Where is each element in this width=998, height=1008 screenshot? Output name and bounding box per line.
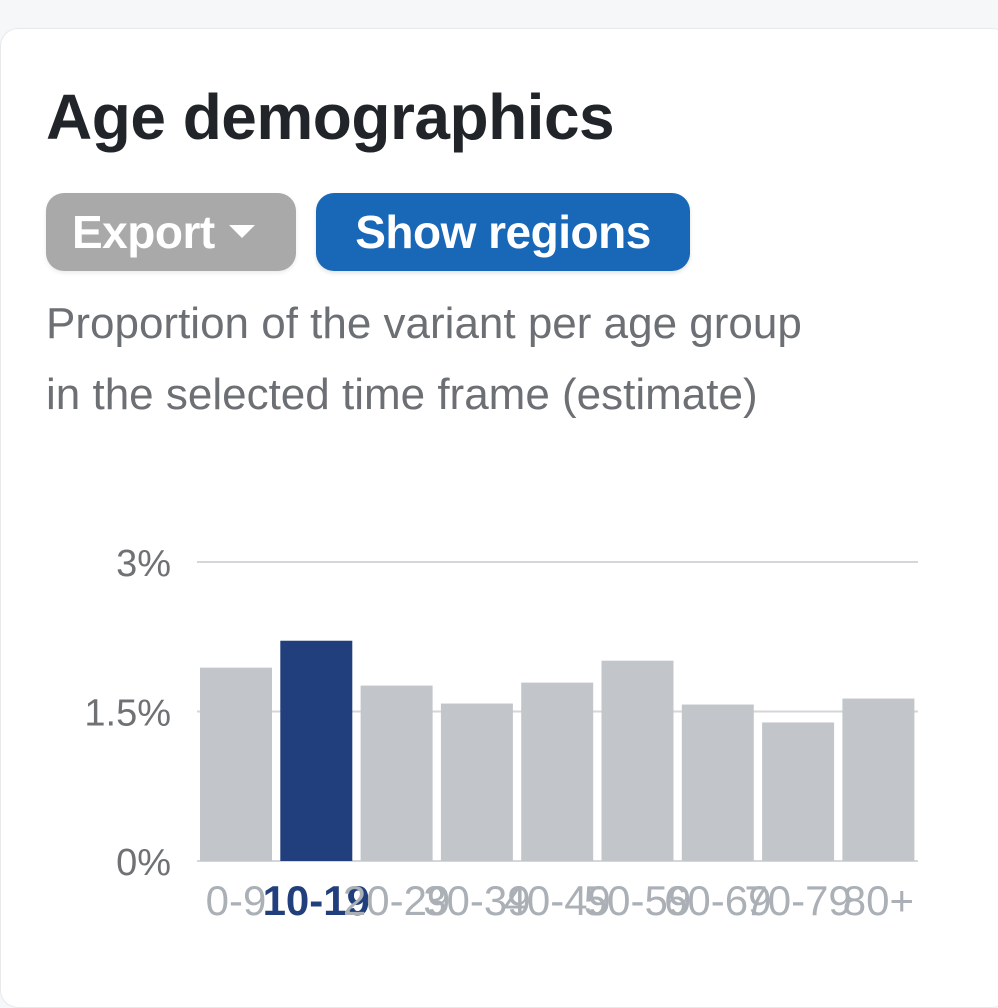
bar-30-39[interactable] [440, 703, 513, 861]
caret-down-icon [228, 225, 255, 239]
export-button-label: Export [72, 206, 215, 258]
bar-50-59[interactable] [601, 660, 674, 861]
chart-description: Proportion of the variant per age group … [46, 299, 802, 419]
x-tick-label: 60-69 [664, 877, 771, 924]
bar-10-19[interactable] [280, 640, 353, 861]
show-regions-button-label: Show regions [355, 206, 651, 258]
page-title: Age demographics [46, 81, 615, 153]
bar-60-69[interactable] [681, 704, 754, 861]
bar-80+[interactable] [842, 698, 915, 861]
chart-bars [200, 640, 915, 861]
y-tick-label: 3% [116, 543, 171, 585]
bar-0-9[interactable] [200, 667, 272, 861]
x-tick-label: 50-59 [584, 877, 691, 924]
x-tick-label: 10-19 [263, 877, 370, 924]
x-tick-label: 30-39 [423, 877, 530, 924]
bar-40-49[interactable] [521, 682, 594, 861]
bar-20-29[interactable] [360, 685, 433, 861]
x-tick-label: 0-9 [206, 877, 267, 924]
chart-y-axis: 3% 1.5% 0% [84, 543, 171, 884]
y-tick-label: 1.5% [84, 693, 171, 735]
x-tick-label: 20-29 [343, 877, 450, 924]
x-tick-label: 80+ [843, 877, 914, 924]
x-tick-label: 40-49 [503, 877, 610, 924]
chart-x-axis: 0-910-1920-2930-3940-4950-5960-6970-7980… [206, 877, 914, 924]
age-bar-chart: 3% 1.5% 0% 0-910-1920-2930-3940-4950-5960-… [84, 543, 918, 924]
bar-70-79[interactable] [762, 722, 835, 861]
show-regions-button[interactable]: Show regions [316, 193, 690, 271]
export-dropdown-button[interactable]: Export [46, 193, 296, 271]
x-tick-label: 70-79 [744, 877, 851, 924]
y-tick-label: 0% [116, 842, 171, 884]
